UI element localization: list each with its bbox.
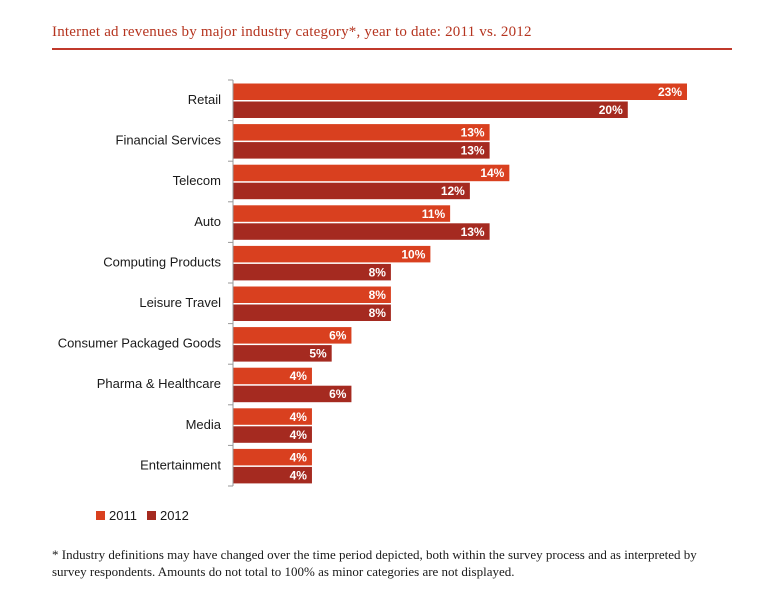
bar-value-label: 23%	[658, 85, 682, 99]
bar-value-label: 4%	[290, 410, 308, 424]
bar-value-label: 5%	[309, 347, 327, 361]
bar-value-label: 6%	[329, 329, 347, 343]
bar-value-label: 13%	[461, 225, 485, 239]
bar-2012	[233, 142, 490, 159]
legend-swatch-2012	[146, 511, 156, 520]
bar-value-label: 4%	[290, 428, 308, 442]
bar-value-label: 13%	[461, 144, 485, 158]
bar-2011	[233, 245, 431, 263]
bar-value-label: 20%	[599, 103, 623, 117]
bar-value-label: 13%	[461, 126, 485, 140]
chart-title: Internet ad revenues by major industry c…	[52, 24, 532, 40]
bar-2011	[233, 408, 312, 425]
bar-2011	[233, 286, 391, 303]
category-label: Entertainment	[140, 457, 221, 472]
category-label: Retail	[188, 92, 221, 107]
bar-value-label: 11%	[422, 207, 446, 221]
bar-2011	[233, 448, 312, 466]
bar-2011	[233, 205, 451, 222]
category-label: Telecom	[173, 173, 221, 188]
bar-value-label: 10%	[401, 247, 425, 261]
bar-value-label: 4%	[290, 468, 308, 482]
bar-2012	[233, 263, 391, 281]
bar-2012	[233, 466, 312, 484]
legend-item-2012: 2012	[146, 508, 189, 523]
legend-item-2011: 2011	[96, 508, 137, 523]
category-label: Financial Services	[116, 133, 222, 148]
bar-value-label: 4%	[290, 450, 308, 464]
bar-2011	[233, 367, 312, 385]
bar-2011	[233, 124, 490, 141]
bar-chart: Retail 23% 20% Financial Services 13% 13% Tele…	[58, 79, 687, 487]
bar-2012	[233, 385, 352, 403]
legend-label-2011: 2011	[109, 508, 137, 523]
category-label: Pharma & Healthcare	[97, 376, 221, 391]
bar-2012	[233, 426, 312, 443]
bar-2012	[233, 223, 490, 240]
category-label: Media	[186, 417, 222, 432]
bar-value-label: 8%	[369, 265, 387, 279]
chart-legend: 2011 2012	[96, 508, 199, 523]
bar-2012	[233, 345, 332, 362]
bar-2012	[233, 304, 391, 321]
bar-2012	[233, 101, 628, 118]
bar-value-label: 4%	[290, 369, 308, 383]
footnote: * Industry definitions may have changed …	[52, 547, 697, 579]
legend-label-2012: 2012	[159, 508, 189, 523]
bar-2011	[233, 83, 687, 100]
bar-value-label: 8%	[369, 288, 387, 302]
category-label: Consumer Packaged Goods	[58, 336, 222, 351]
category-label: Leisure Travel	[139, 295, 221, 310]
title-divider	[52, 48, 732, 50]
bar-2011	[233, 164, 510, 182]
bar-2012	[233, 182, 470, 200]
category-label: Auto	[194, 214, 221, 229]
bar-value-label: 6%	[329, 387, 347, 401]
bar-value-label: 14%	[480, 166, 504, 180]
bar-value-label: 8%	[369, 306, 387, 320]
legend-swatch-2011	[96, 511, 105, 520]
category-label: Computing Products	[103, 254, 221, 269]
bar-2011	[233, 327, 352, 344]
bar-value-label: 12%	[441, 184, 465, 198]
